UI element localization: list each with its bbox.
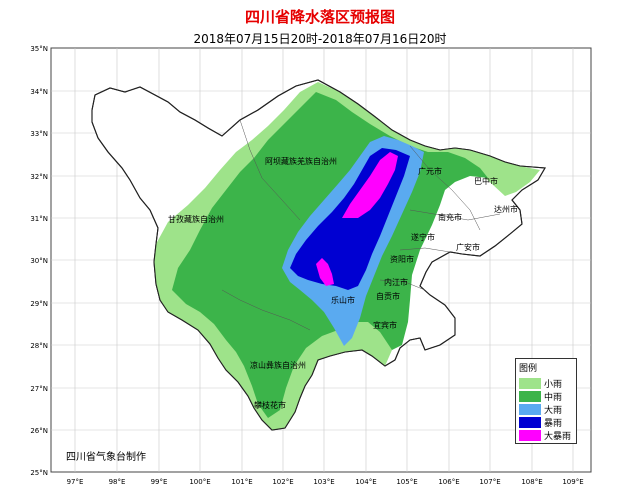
lon-label: 98°E: [109, 478, 126, 486]
city-label-panzhihua: 攀枝花市: [254, 400, 286, 410]
region-label-liangshan: 凉山彝族自治州: [250, 360, 306, 370]
lat-label: 33°N: [30, 130, 48, 138]
legend-title: 图例: [519, 364, 538, 374]
city-label-yibin: 宜宾市: [373, 320, 397, 330]
credit-text: 四川省气象台制作: [66, 452, 146, 463]
legend-swatch: [519, 391, 541, 402]
lat-label: 35°N: [30, 45, 48, 53]
city-label-dazhou: 达州市: [494, 204, 518, 214]
legend-item: 中雨: [516, 390, 576, 403]
city-label-leshan: 乐山市: [331, 295, 355, 305]
legend-swatch: [519, 404, 541, 415]
rain-zone-heavy-rainstorm-south: [316, 258, 334, 286]
lon-label: 108°E: [521, 478, 542, 486]
map-subtitle: 2018年07月15日20时-2018年07月16日20时: [193, 32, 447, 46]
legend-item: 大暴雨: [516, 429, 576, 442]
lat-label: 32°N: [30, 173, 48, 181]
legend-swatch: [519, 378, 541, 389]
latitude-labels: 35°N 34°N 33°N 32°N 31°N 30°N 29°N 28°N …: [30, 45, 48, 477]
lon-label: 106°E: [438, 478, 459, 486]
lon-label: 105°E: [396, 478, 417, 486]
region-label-ganzi: 甘孜藏族自治州: [168, 214, 224, 224]
lat-label: 28°N: [30, 342, 48, 350]
region-label-aba: 阿坝藏族羌族自治州: [265, 156, 337, 166]
lon-label: 99°E: [151, 478, 168, 486]
legend-item: 大雨: [516, 403, 576, 416]
map-title: 四川省降水落区预报图: [244, 8, 395, 26]
legend-swatch: [519, 430, 541, 441]
legend-label: 大暴雨: [544, 432, 572, 442]
city-label-nanchong: 南充市: [438, 212, 462, 222]
legend-label: 暴雨: [544, 419, 563, 429]
lon-label: 100°E: [189, 478, 210, 486]
city-label-bazhong: 巴中市: [474, 176, 498, 186]
legend-swatch: [519, 417, 541, 428]
lat-label: 34°N: [30, 88, 48, 96]
lon-label: 97°E: [67, 478, 84, 486]
lon-label: 107°E: [479, 478, 500, 486]
city-label-suining: 遂宁市: [411, 232, 435, 242]
city-label-guangan: 广安市: [456, 242, 480, 252]
lat-label: 30°N: [30, 257, 48, 265]
longitude-labels: 97°E 98°E 99°E 100°E 101°E 102°E 103°E 1…: [67, 478, 584, 486]
city-label-ziyang: 资阳市: [390, 254, 414, 264]
legend-label: 中雨: [544, 393, 563, 403]
rain-zone-heavy-rainstorm: [342, 152, 398, 218]
legend: 图例 小雨 中雨 大雨 暴雨 大暴雨: [515, 358, 577, 444]
legend-label: 小雨: [544, 380, 563, 390]
city-label-neijiang: 内江市: [384, 277, 408, 287]
lon-label: 109°E: [562, 478, 583, 486]
lon-label: 101°E: [231, 478, 252, 486]
lat-label: 26°N: [30, 427, 48, 435]
lon-label: 103°E: [313, 478, 334, 486]
lat-label: 25°N: [30, 469, 48, 477]
legend-item: 小雨: [516, 377, 576, 390]
lon-label: 104°E: [355, 478, 376, 486]
lat-label: 27°N: [30, 385, 48, 393]
legend-item: 暴雨: [516, 416, 576, 429]
city-boundaries: [221, 119, 501, 331]
province-border: [91, 79, 546, 431]
lon-label: 102°E: [272, 478, 293, 486]
lat-label: 29°N: [30, 300, 48, 308]
legend-label: 大雨: [544, 406, 563, 416]
city-label-guangyuan: 广元市: [418, 166, 442, 176]
lat-label: 31°N: [30, 215, 48, 223]
city-label-zigong: 自贡市: [376, 291, 400, 301]
